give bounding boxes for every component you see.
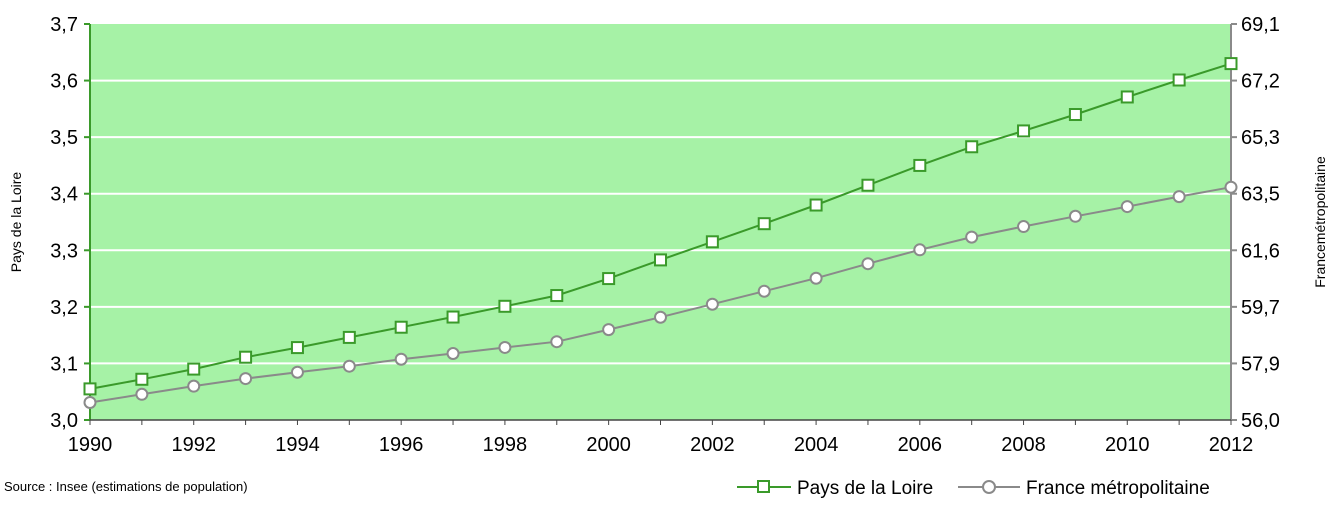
data-point [135, 387, 149, 401]
data-point [705, 297, 719, 311]
data-point [83, 395, 97, 409]
data-point [239, 372, 253, 386]
data-point [1224, 57, 1238, 71]
x-tick-label: 2010 [1105, 434, 1150, 456]
data-point [965, 230, 979, 244]
data-point [394, 320, 408, 334]
right-y-axis-ticks: 56,0 57,9 59,7 61,6 63,5 65,3 67,2 69,1 [1231, 14, 1280, 432]
right-tick-label: 65,3 [1241, 127, 1280, 149]
data-point [135, 372, 149, 386]
left-y-axis-ticks: 3,0 3,1 3,2 3,3 3,4 3,5 3,6 3,7 [50, 14, 90, 432]
right-tick-label: 69,1 [1241, 14, 1280, 36]
data-point [602, 323, 616, 337]
data-point [342, 359, 356, 373]
x-axis-ticks: 1990 1992 1994 1996 1998 2000 2002 2004 2006 2008… [68, 420, 1254, 456]
data-point [757, 284, 771, 298]
legend-item-france-metropolitaine: France métropolitaine [958, 478, 1210, 499]
data-point [654, 253, 667, 267]
right-tick-label: 56,0 [1241, 410, 1280, 432]
data-point [1172, 73, 1186, 87]
x-tick-label: 2008 [1001, 434, 1046, 456]
data-point [498, 299, 512, 313]
data-point [187, 379, 201, 393]
right-tick-label: 63,5 [1241, 184, 1280, 206]
data-point [83, 382, 97, 396]
data-point [1068, 209, 1082, 223]
x-tick-label: 1992 [171, 434, 216, 456]
data-point [1017, 124, 1031, 138]
data-point [757, 217, 771, 231]
left-tick-label: 3,2 [50, 297, 78, 319]
data-point [1017, 220, 1031, 234]
gridlines [90, 79, 1231, 365]
data-point [861, 257, 875, 271]
right-tick-label: 57,9 [1241, 353, 1280, 375]
data-point [239, 350, 253, 364]
x-tick-label: 2000 [586, 434, 631, 456]
legend: Pays de la Loire France métropolitaine [737, 478, 1210, 499]
left-tick-label: 3,4 [50, 184, 78, 206]
data-point [1068, 108, 1082, 122]
x-tick-label: 1996 [379, 434, 424, 456]
right-tick-label: 59,7 [1241, 297, 1280, 319]
data-point [965, 140, 979, 154]
data-point [1172, 190, 1186, 204]
data-point [550, 335, 564, 349]
data-point [446, 310, 460, 324]
legend-marker-pays-de-la-loire [757, 480, 770, 493]
series-group [83, 57, 1238, 409]
right-axis-title: Francemétropolitaine [1312, 156, 1328, 288]
data-point [705, 235, 719, 249]
legend-item-pays-de-la-loire: Pays de la Loire [737, 478, 933, 499]
data-point [809, 271, 823, 285]
data-point [446, 346, 460, 360]
x-tick-label: 1990 [68, 434, 113, 456]
x-tick-label: 1994 [275, 434, 320, 456]
left-tick-label: 3,6 [50, 71, 78, 93]
left-tick-label: 3,5 [50, 127, 78, 149]
data-point [290, 365, 304, 379]
left-tick-label: 3,0 [50, 410, 78, 432]
data-point [1120, 200, 1134, 214]
x-tick-label: 2002 [690, 434, 735, 456]
x-tick-label: 2012 [1209, 434, 1254, 456]
data-point [342, 330, 356, 344]
left-tick-label: 3,3 [50, 240, 78, 262]
legend-label-pays-de-la-loire: Pays de la Loire [797, 478, 933, 499]
data-point [290, 341, 304, 355]
data-point [654, 310, 667, 324]
data-point [602, 272, 616, 286]
data-point [550, 289, 564, 303]
right-tick-label: 67,2 [1241, 71, 1280, 93]
data-point [187, 362, 201, 376]
legend-label-france-metropolitaine: France métropolitaine [1026, 478, 1210, 499]
left-axis-title: Pays de la Loire [8, 172, 24, 273]
data-point [913, 243, 927, 257]
x-tick-label: 1998 [483, 434, 528, 456]
plot-area [90, 24, 1231, 420]
data-point [913, 158, 927, 172]
legend-marker-france-metropolitaine [982, 480, 996, 494]
data-point [1120, 90, 1134, 104]
data-point [394, 352, 408, 366]
data-point [1224, 180, 1238, 194]
right-tick-label: 61,6 [1241, 240, 1280, 262]
data-point [861, 178, 875, 192]
source-note: Source : Insee (estimations de populatio… [4, 479, 248, 494]
x-tick-label: 2004 [794, 434, 839, 456]
x-tick-label: 2006 [898, 434, 943, 456]
data-point [498, 340, 512, 354]
left-tick-label: 3,1 [50, 353, 78, 375]
left-tick-label: 3,7 [50, 14, 78, 36]
data-point [809, 198, 823, 212]
